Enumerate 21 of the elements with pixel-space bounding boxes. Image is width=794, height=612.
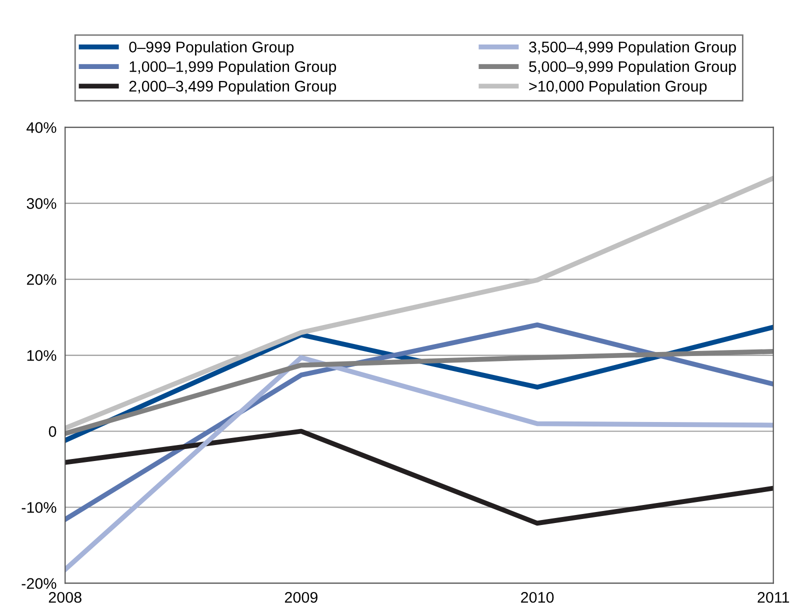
y-tick-label: -20% — [22, 578, 56, 589]
line-series — [65, 355, 774, 572]
line-series — [65, 349, 774, 436]
legend-label: >10,000 Population Group — [529, 80, 707, 95]
y-tick-label: 0 — [48, 426, 56, 437]
x-tick-label: 2011 — [758, 592, 790, 603]
x-tick-label: 2010 — [521, 592, 554, 603]
line-series — [65, 428, 774, 526]
line-series — [65, 176, 774, 431]
y-tick-label: -10% — [22, 502, 56, 513]
legend-label: 0–999 Population Group — [129, 41, 294, 56]
legend-label: 1,000–1,999 Population Group — [130, 60, 336, 76]
x-tick-label: 2009 — [284, 592, 318, 603]
legend-label: 2,000–3,499 Population Group — [129, 80, 336, 95]
y-tick-label: 30% — [26, 198, 56, 209]
y-tick-label: 20% — [26, 274, 56, 285]
y-tick-label: 10% — [27, 350, 56, 361]
x-tick-label: 2008 — [48, 592, 82, 603]
y-tick-label: 40% — [26, 122, 56, 133]
legend-label: 3,500–4,999 Population Group — [529, 41, 736, 56]
legend-label: 5,000–9,999 Population Group — [529, 60, 736, 76]
